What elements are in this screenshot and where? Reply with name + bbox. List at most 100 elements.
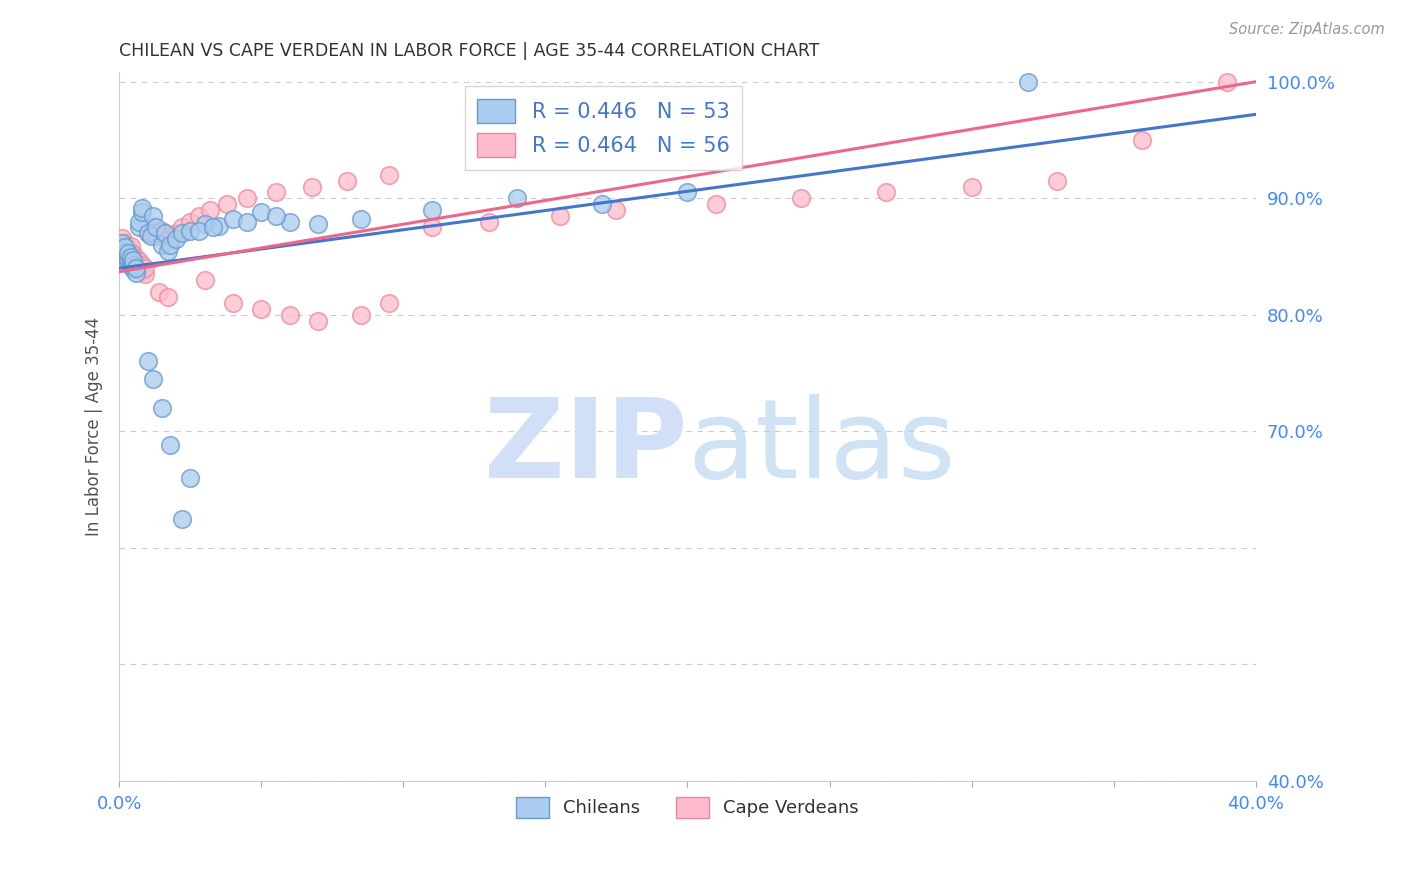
Point: [111, 235, 134, 250]
Point: [114, 244, 136, 259]
Point: [148, 285, 170, 299]
Point: [202, 220, 225, 235]
Point: [125, 261, 148, 276]
Point: [198, 202, 221, 217]
Point: [150, 224, 173, 238]
Point: [120, 250, 142, 264]
Point: [111, 235, 134, 250]
Text: atlas: atlas: [688, 394, 956, 501]
Point: [506, 191, 529, 205]
Point: [222, 296, 245, 310]
Point: [335, 174, 357, 188]
Point: [114, 235, 136, 250]
Point: [278, 308, 301, 322]
Point: [136, 226, 159, 240]
Point: [142, 220, 165, 235]
Point: [420, 220, 443, 235]
Point: [960, 179, 983, 194]
Point: [170, 220, 193, 235]
Point: [128, 254, 150, 268]
Point: [307, 313, 329, 327]
Point: [120, 250, 142, 264]
Point: [548, 209, 571, 223]
Point: [159, 238, 181, 252]
Point: [111, 231, 134, 245]
Point: [136, 354, 159, 368]
Point: [159, 232, 181, 246]
Point: [165, 232, 187, 246]
Point: [131, 205, 153, 219]
Point: [134, 261, 156, 276]
Point: [278, 214, 301, 228]
Point: [264, 209, 287, 223]
Point: [350, 308, 373, 322]
Point: [170, 512, 193, 526]
Point: [187, 224, 209, 238]
Point: [128, 220, 150, 235]
Point: [217, 197, 239, 211]
Point: [131, 201, 153, 215]
Point: [478, 214, 501, 228]
Point: [122, 262, 145, 277]
Point: [139, 228, 162, 243]
Point: [150, 238, 173, 252]
Point: [193, 273, 215, 287]
Point: [264, 186, 287, 200]
Point: [111, 240, 134, 254]
Point: [187, 209, 209, 223]
Point: [1216, 75, 1239, 89]
Point: [114, 250, 136, 264]
Legend: Chileans, Cape Verdeans: Chileans, Cape Verdeans: [509, 789, 866, 825]
Point: [378, 296, 401, 310]
Point: [1130, 133, 1153, 147]
Point: [142, 372, 165, 386]
Y-axis label: In Labor Force | Age 35-44: In Labor Force | Age 35-44: [86, 318, 103, 536]
Point: [704, 197, 727, 211]
Text: ZIP: ZIP: [484, 394, 688, 501]
Point: [117, 240, 139, 254]
Point: [179, 224, 201, 238]
Point: [875, 186, 897, 200]
Point: [222, 212, 245, 227]
Point: [170, 226, 193, 240]
Point: [153, 226, 176, 240]
Point: [125, 251, 148, 265]
Point: [128, 214, 150, 228]
Point: [145, 228, 167, 243]
Point: [131, 263, 153, 277]
Point: [1017, 75, 1039, 89]
Point: [301, 179, 323, 194]
Point: [153, 228, 176, 243]
Point: [378, 168, 401, 182]
Point: [250, 205, 273, 219]
Point: [159, 438, 181, 452]
Point: [120, 239, 142, 253]
Point: [131, 258, 153, 272]
Point: [591, 197, 613, 211]
Point: [676, 186, 699, 200]
Point: [193, 217, 215, 231]
Point: [122, 253, 145, 268]
Point: [122, 253, 145, 268]
Point: [420, 202, 443, 217]
Point: [120, 259, 142, 273]
Point: [125, 256, 148, 270]
Point: [125, 266, 148, 280]
Point: [136, 226, 159, 240]
Point: [1046, 174, 1069, 188]
Point: [156, 290, 179, 304]
Point: [120, 244, 142, 259]
Point: [208, 219, 231, 234]
Point: [122, 258, 145, 272]
Point: [790, 191, 813, 205]
Text: CHILEAN VS CAPE VERDEAN IN LABOR FORCE | AGE 35-44 CORRELATION CHART: CHILEAN VS CAPE VERDEAN IN LABOR FORCE |…: [120, 42, 820, 60]
Point: [145, 220, 167, 235]
Point: [117, 255, 139, 269]
Point: [156, 244, 179, 258]
Point: [236, 191, 259, 205]
Point: [236, 214, 259, 228]
Point: [142, 209, 165, 223]
Text: Source: ZipAtlas.com: Source: ZipAtlas.com: [1229, 22, 1385, 37]
Point: [605, 202, 627, 217]
Point: [179, 471, 201, 485]
